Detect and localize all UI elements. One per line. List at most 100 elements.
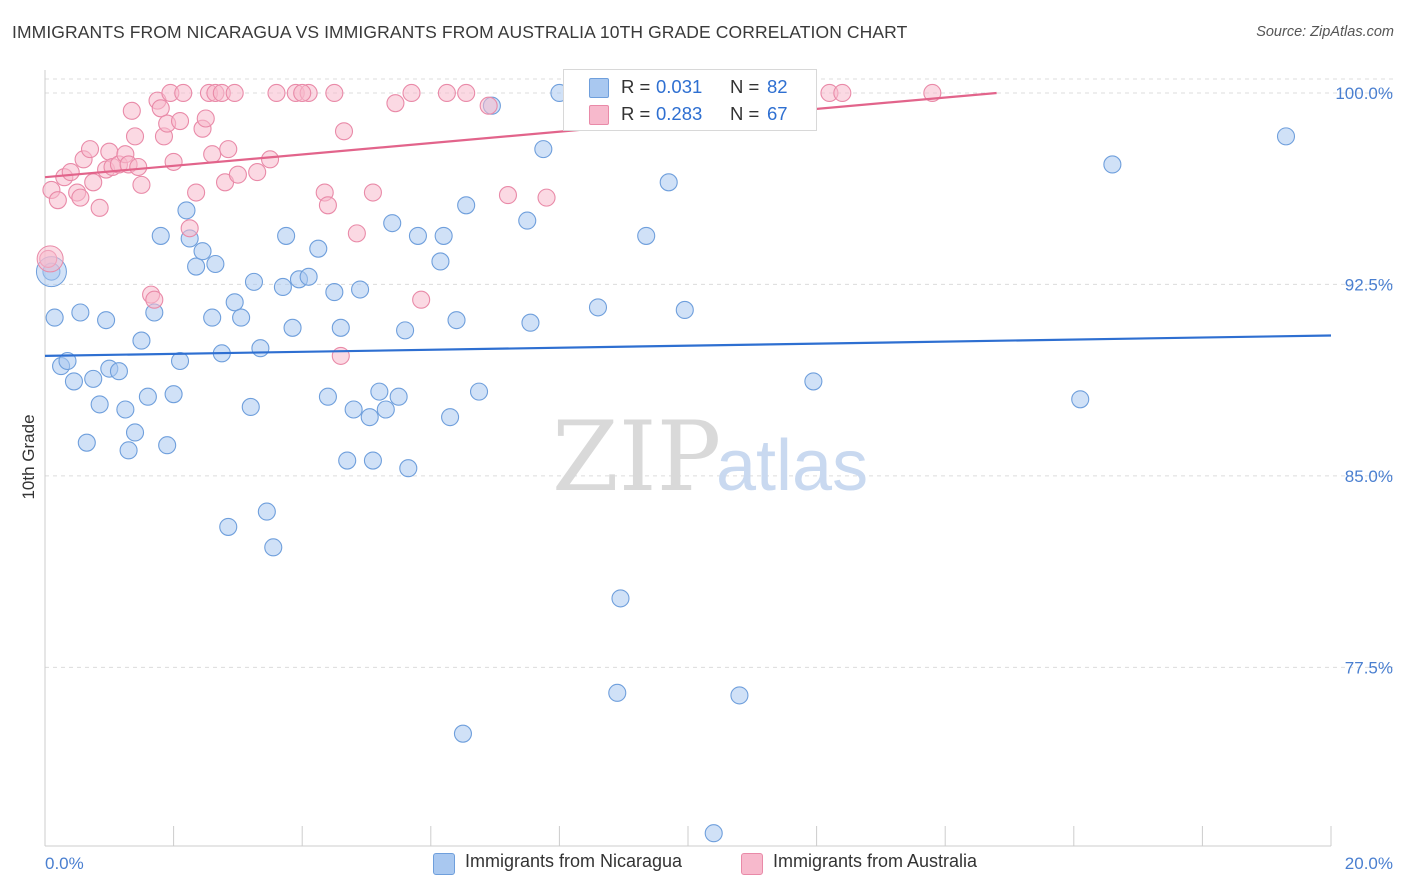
point-nicaragua [318,387,337,406]
trendline-australia [44,91,997,179]
point-nicaragua [71,303,90,322]
grid-lines [45,78,1395,668]
y-tick-label: 77.5% [1345,658,1393,677]
point-nicaragua [534,140,553,159]
trend-lines [44,91,1332,357]
point-australia [248,163,267,182]
point-nicaragua [1103,155,1122,174]
point-australia [196,109,215,128]
point-australia [61,163,80,182]
point-nicaragua [351,280,370,299]
point-nicaragua [283,318,302,337]
point-nicaragua [277,226,296,245]
correlation-legend: R = 0.031 N = 82 R = 0.283 N = 67 [563,69,817,131]
point-nicaragua [588,298,608,317]
point-nicaragua [206,254,225,274]
point-nicaragua [193,242,212,261]
point-nicaragua [203,308,222,327]
point-nicaragua [219,517,238,536]
point-australia [833,83,852,103]
point-nicaragua [1276,127,1296,146]
point-australia [331,346,350,365]
point-nicaragua [675,300,694,319]
point-nicaragua [257,502,276,521]
point-nicaragua [457,196,476,215]
point-nicaragua [325,283,344,302]
watermark-zip: ZIP [552,401,721,513]
point-australia [145,290,164,309]
point-nicaragua [132,331,151,350]
point-nicaragua [730,686,749,705]
point-nicaragua [109,362,128,381]
legend-n-value: 67 [767,103,788,124]
series-australia-points [36,83,942,365]
point-nicaragua [244,272,264,291]
legend-label: Immigrants from Nicaragua [465,851,683,871]
point-australia [219,140,238,159]
point-nicaragua [164,385,183,404]
point-australia [537,188,556,207]
point-australia [267,83,286,103]
tick-labels: 77.5% 85.0% 92.5% 100.0% 0.0% 20.0% [45,84,1393,873]
point-nicaragua [125,423,145,442]
point-nicaragua [518,211,537,230]
legend-r-label: R = [621,103,651,124]
point-nicaragua [637,226,656,245]
point-nicaragua [611,589,630,608]
point-nicaragua [363,451,382,470]
point-nicaragua [97,311,116,330]
point-nicaragua [187,257,206,276]
point-australia [479,96,498,115]
point-australia [129,157,148,177]
point-nicaragua [376,400,395,419]
y-tick-label: 85.0% [1345,467,1393,486]
legend-n-value: 82 [767,76,788,97]
point-nicaragua [138,387,157,406]
point-australia [260,150,280,169]
point-nicaragua [170,351,190,371]
point-nicaragua [45,308,64,327]
point-australia [164,152,183,171]
point-nicaragua [383,214,402,233]
point-nicaragua [264,538,283,557]
y-tick-label: 100.0% [1335,84,1393,103]
point-australia [180,219,199,238]
point-nicaragua [338,451,357,470]
point-nicaragua [608,683,627,702]
point-nicaragua [116,400,135,419]
point-australia [293,83,312,103]
y-axis-title: 10th Grade [19,414,38,499]
point-australia [318,196,337,215]
point-nicaragua [90,395,109,414]
point-nicaragua [119,441,138,460]
point-australia [122,101,141,120]
point-nicaragua [177,201,196,220]
point-nicaragua [77,433,96,452]
point-nicaragua [408,226,427,245]
point-nicaragua [1071,390,1090,409]
point-nicaragua [389,387,408,406]
point-nicaragua [360,408,379,427]
point-australia [170,112,190,131]
point-nicaragua [453,724,473,743]
point-australia [412,290,431,309]
point-australia [386,94,405,113]
point-australia [498,186,518,205]
x-tick-label: 0.0% [45,854,84,873]
point-australia [80,140,100,159]
point-nicaragua [396,321,415,340]
point-nicaragua [151,226,170,245]
point-australia [71,188,90,207]
point-nicaragua [241,397,260,416]
point-nicaragua [309,239,328,258]
point-nicaragua [158,436,177,455]
legend-swatch-blue [589,78,609,98]
point-australia [325,83,344,103]
point-nicaragua [299,267,318,286]
point-nicaragua [447,311,466,330]
point-australia [90,198,109,217]
point-nicaragua [399,459,418,478]
point-nicaragua [370,382,389,401]
legend-swatch-pink [741,853,763,875]
